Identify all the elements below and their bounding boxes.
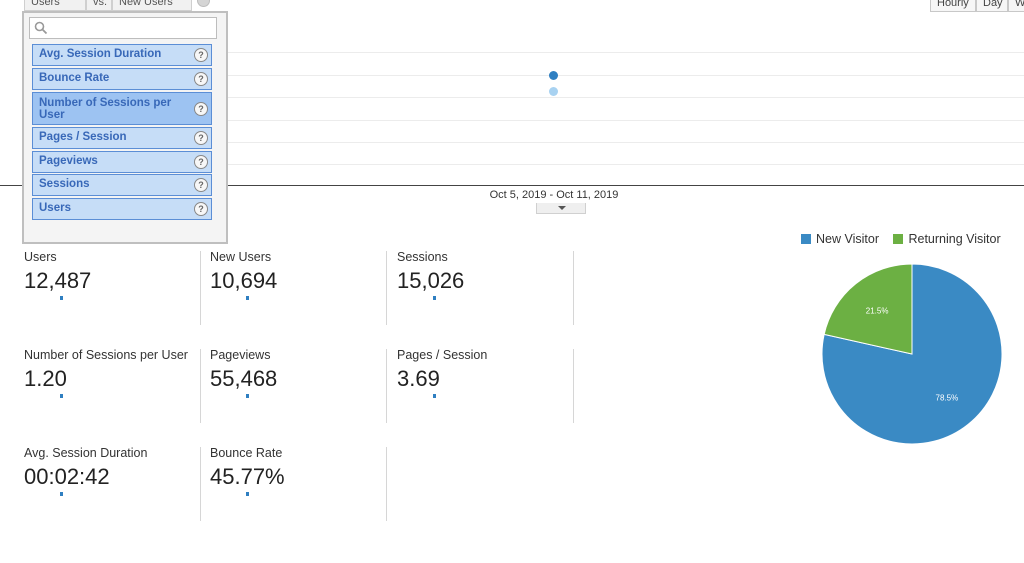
metric-search-field[interactable]: [29, 17, 217, 39]
metric-option[interactable]: Bounce Rate ?: [32, 68, 212, 90]
chart-gridline: [225, 75, 1024, 76]
metric-divider: [200, 251, 201, 325]
legend-item-new-visitor[interactable]: New Visitor: [801, 232, 879, 246]
metric-divider: [200, 349, 201, 423]
sparkline: [246, 394, 249, 398]
legend-label: New Visitor: [816, 232, 879, 246]
sparkline: [433, 296, 436, 300]
metric-divider: [200, 447, 201, 521]
metric-label: Avg. Session Duration: [24, 446, 148, 460]
help-icon[interactable]: ?: [194, 72, 208, 86]
metric-option[interactable]: Users ?: [32, 198, 212, 220]
legend-label: Returning Visitor: [908, 232, 1001, 246]
metric-dropdown: Avg. Session Duration ? Bounce Rate ? Nu…: [22, 11, 228, 244]
metric-option[interactable]: Avg. Session Duration ?: [32, 44, 212, 66]
segment-tab-secondary[interactable]: New Users: [112, 0, 192, 11]
segment-tab-primary[interactable]: Users: [24, 0, 86, 11]
chart-gridline: [225, 120, 1024, 121]
metric-value: 12,487: [24, 268, 92, 293]
metric-divider: [386, 447, 387, 521]
help-icon[interactable]: ?: [194, 178, 208, 192]
metric-divider: [386, 251, 387, 325]
metric-label: Number of Sessions per User: [24, 348, 188, 362]
metric-sessions[interactable]: Sessions 15,026: [397, 250, 583, 300]
legend-swatch: [801, 234, 811, 244]
legend-swatch: [893, 234, 904, 244]
metric-option-highlighted[interactable]: Number of Sessions per User ?: [32, 92, 212, 125]
metric-value: 00:02:42: [24, 464, 110, 489]
legend-item-returning-visitor[interactable]: Returning Visitor: [893, 232, 1001, 246]
chart-gridline: [225, 52, 1024, 53]
segment-tab-vs[interactable]: vs.: [86, 0, 112, 11]
visitor-pie-chart: 78.5% 21.5%: [821, 263, 1003, 445]
chart-gridline: [225, 97, 1024, 98]
period-hourly-button[interactable]: Hourly: [930, 0, 976, 12]
metric-option-label: Pages / Session: [39, 131, 127, 143]
sparkline: [433, 394, 436, 398]
metric-pages-per-session[interactable]: Pages / Session 3.69: [397, 348, 583, 398]
metric-users[interactable]: Users 12,487: [24, 250, 210, 300]
help-icon[interactable]: ?: [194, 131, 208, 145]
help-icon[interactable]: ?: [194, 101, 208, 116]
metric-label: Pages / Session: [397, 348, 488, 362]
expand-chart-toggle[interactable]: [536, 203, 586, 214]
metric-option-label: Bounce Rate: [39, 72, 110, 84]
metric-divider: [573, 349, 574, 423]
chart-gridline: [225, 142, 1024, 143]
metric-value: 10,694: [210, 268, 278, 293]
metric-option-label: Sessions: [39, 178, 90, 190]
period-label: Oct 5, 2019 - Oct 11, 2019: [489, 189, 619, 201]
metric-label: Pageviews: [210, 348, 271, 362]
timeline-chart: Oct 5, 2019 - Oct 11, 2019: [0, 0, 1024, 215]
metric-divider: [386, 349, 387, 423]
pie-slice-label: 78.5%: [936, 394, 959, 403]
data-point-secondary[interactable]: [549, 87, 558, 96]
sparkline: [246, 492, 249, 496]
help-icon[interactable]: ?: [194, 48, 208, 62]
help-icon[interactable]: ?: [194, 155, 208, 169]
metric-value: 15,026: [397, 268, 465, 293]
help-icon[interactable]: ?: [194, 202, 208, 216]
metric-value: 1.20: [24, 366, 67, 391]
metric-option-label: Number of Sessions per User: [39, 97, 172, 121]
sparkline: [60, 492, 63, 496]
metric-option-label: Avg. Session Duration: [39, 48, 162, 60]
sparkline: [60, 394, 63, 398]
metric-divider: [573, 251, 574, 325]
metric-option-label: Pageviews: [39, 155, 98, 167]
metric-value: 45.77%: [210, 464, 285, 489]
pie-slice-label: 21.5%: [866, 306, 889, 315]
pie-slice-returning-visitor[interactable]: [823, 263, 913, 355]
metric-new-users[interactable]: New Users 10,694: [210, 250, 396, 300]
metric-avg-session-duration[interactable]: Avg. Session Duration 00:02:42: [24, 446, 210, 496]
metric-label: Sessions: [397, 250, 448, 264]
metric-option[interactable]: Sessions ?: [32, 174, 212, 196]
metric-sessions-per-user[interactable]: Number of Sessions per User 1.20: [24, 348, 210, 398]
metric-value: 3.69: [397, 366, 440, 391]
chart-x-axis: [0, 185, 1024, 186]
metric-pageviews[interactable]: Pageviews 55,468: [210, 348, 396, 398]
metric-search-input[interactable]: [52, 20, 212, 36]
caret-down-icon: [558, 206, 566, 210]
metric-option[interactable]: Pageviews ?: [32, 151, 212, 173]
chart-gridline: [225, 164, 1024, 165]
search-icon: [34, 21, 48, 35]
metric-label: Bounce Rate: [210, 446, 283, 460]
data-point-primary[interactable]: [549, 71, 558, 80]
sparkline: [246, 296, 249, 300]
period-day-button[interactable]: Day: [976, 0, 1008, 12]
period-week-button[interactable]: W: [1008, 0, 1024, 12]
pie-legend: New Visitor Returning Visitor: [801, 232, 1012, 246]
metric-option-label: Users: [39, 202, 71, 214]
metric-label: New Users: [210, 250, 272, 264]
metric-bounce-rate[interactable]: Bounce Rate 45.77%: [210, 446, 396, 496]
metric-option[interactable]: Pages / Session ?: [32, 127, 212, 149]
metric-label: Users: [24, 250, 57, 264]
metric-value: 55,468: [210, 366, 278, 391]
sparkline: [60, 296, 63, 300]
